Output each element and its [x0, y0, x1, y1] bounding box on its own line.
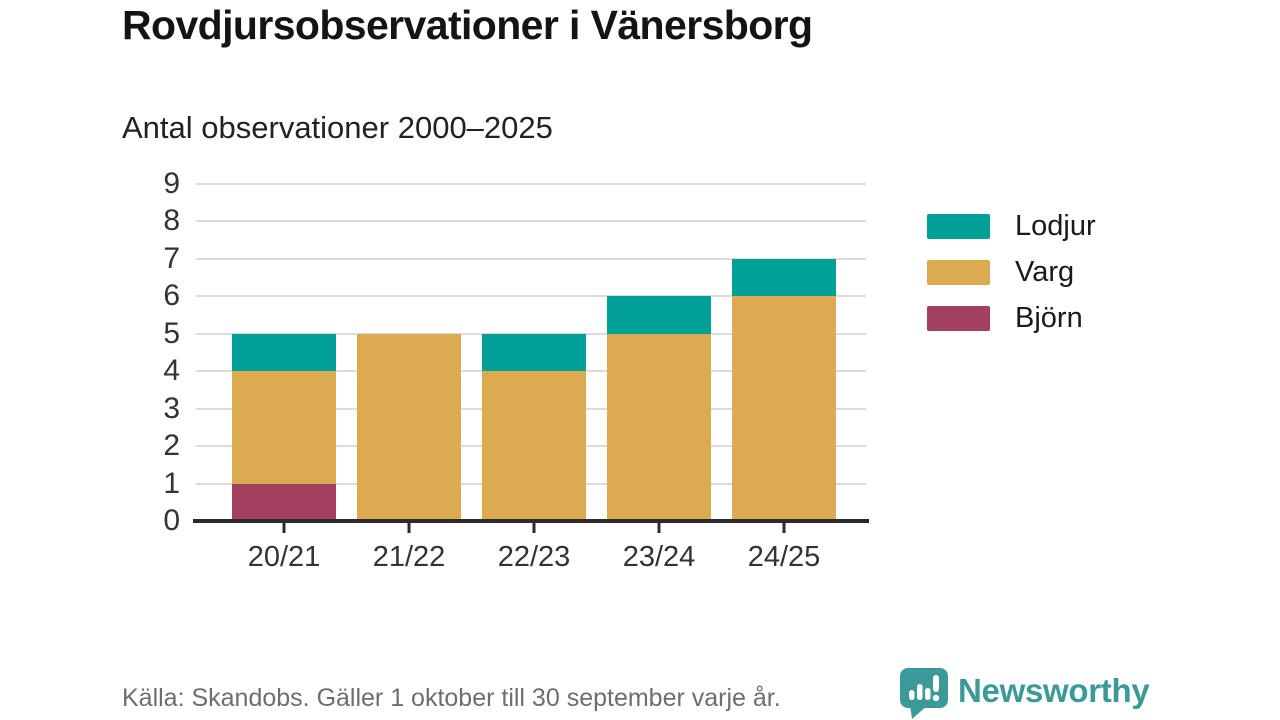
legend-item-bjorn: Björn — [927, 302, 1096, 334]
legend-swatch-varg — [927, 260, 990, 285]
x-axis-line — [193, 519, 869, 523]
legend-label-bjorn: Björn — [1015, 302, 1083, 334]
bar-segment-varg-23/24 — [607, 333, 711, 521]
bar-segment-lodjur-24/25 — [732, 258, 836, 296]
legend-item-varg: Varg — [927, 256, 1096, 288]
y-axis-label-5: 5 — [163, 316, 180, 350]
bar-segment-lodjur-23/24 — [607, 296, 711, 334]
newsworthy-wordmark: Newsworthy — [958, 672, 1150, 709]
bar-segment-varg-22/23 — [482, 371, 586, 521]
x-axis-tick-22/23 — [532, 523, 536, 533]
y-axis-label-0: 0 — [163, 504, 180, 537]
bar-segment-varg-21/22 — [357, 333, 461, 521]
gridline-y-8 — [196, 220, 866, 222]
gridline-y-9 — [196, 182, 866, 185]
newsworthy-logo-icon — [900, 668, 948, 719]
y-axis-label-7: 7 — [163, 241, 180, 275]
legend-item-lodjur: Lodjur — [927, 210, 1096, 242]
y-axis-label-9: 9 — [163, 166, 180, 200]
x-axis-tick-21/22 — [407, 523, 411, 533]
y-axis-label-4: 4 — [163, 354, 180, 387]
y-axis-label-6: 6 — [163, 279, 180, 312]
x-axis-label-22/23: 22/23 — [497, 541, 571, 573]
y-axis-label-3: 3 — [163, 391, 180, 425]
x-axis-tick-23/24 — [657, 523, 661, 533]
x-axis-label-21/22: 21/22 — [372, 541, 446, 573]
x-axis-tick-20/21 — [282, 523, 286, 533]
source-note: Källa: Skandobs. Gäller 1 oktober till 3… — [122, 684, 781, 712]
gridline-y-7 — [196, 257, 866, 260]
x-axis-label-20/21: 20/21 — [247, 541, 321, 573]
chart-subtitle: Antal observationer 2000–2025 — [122, 110, 553, 145]
x-axis-label-24/25: 24/25 — [747, 541, 821, 573]
bar-segment-varg-24/25 — [732, 296, 836, 521]
bar-segment-lodjur-22/23 — [482, 333, 586, 371]
legend: Lodjur Varg Björn — [927, 210, 1096, 352]
bar-segment-varg-20/21 — [232, 371, 336, 484]
legend-label-varg: Varg — [1015, 256, 1075, 288]
x-axis-tick-24/25 — [782, 523, 786, 533]
gridline-y-6 — [196, 295, 866, 297]
bar-segment-björn-20/21 — [232, 483, 336, 521]
legend-swatch-bjorn — [927, 306, 990, 331]
chart-title: Rovdjursobservationer i Vänersborg — [122, 2, 813, 48]
y-axis-label-2: 2 — [163, 429, 180, 462]
legend-label-lodjur: Lodjur — [1015, 210, 1096, 242]
y-axis-label-8: 8 — [163, 204, 180, 237]
y-axis-label-1: 1 — [163, 466, 180, 500]
bar-segment-lodjur-20/21 — [232, 333, 336, 371]
x-axis-label-23/24: 23/24 — [622, 541, 696, 573]
legend-swatch-lodjur — [927, 214, 990, 239]
